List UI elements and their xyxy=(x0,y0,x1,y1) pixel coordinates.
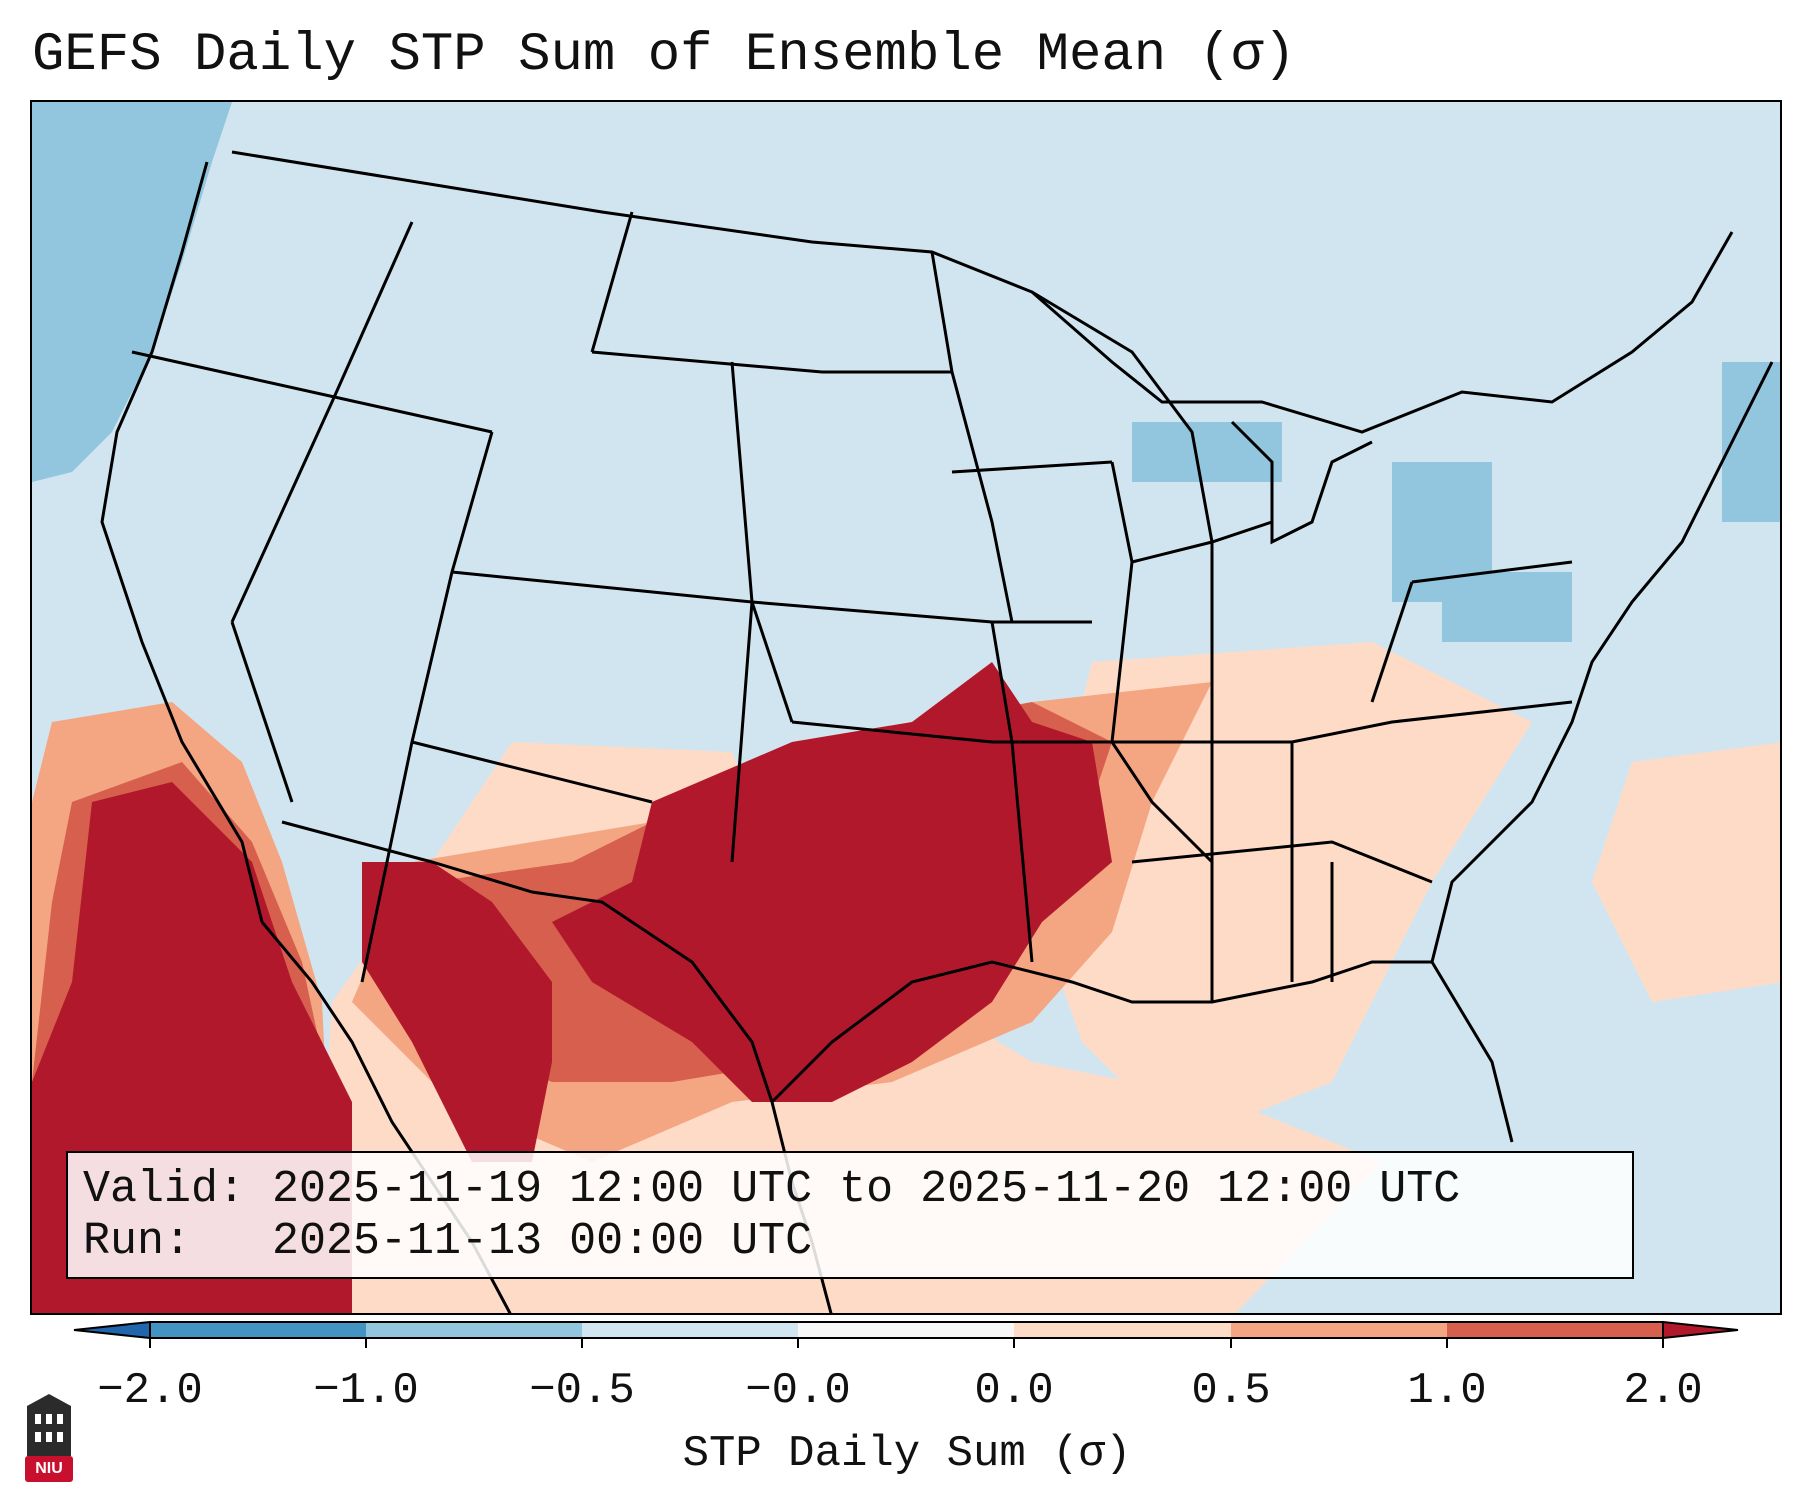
colorbar-tick-marks xyxy=(150,1338,1663,1348)
tick-label: 0.0 xyxy=(974,1366,1053,1416)
colorbar xyxy=(0,0,1803,1506)
colorbar-bin-7 xyxy=(1447,1322,1663,1338)
niu-logo-text: NIU xyxy=(21,1460,77,1478)
colorbar-bin-4 xyxy=(798,1322,1014,1338)
colorbar-over-extension xyxy=(1663,1322,1738,1338)
tick-label: −2.0 xyxy=(97,1366,203,1416)
tick-label: −0.0 xyxy=(745,1366,851,1416)
niu-logo: NIU xyxy=(21,1392,77,1484)
colorbar-under-extension xyxy=(74,1322,150,1338)
tick-label: 2.0 xyxy=(1623,1366,1702,1416)
colorbar-bin-1 xyxy=(150,1322,366,1338)
colorbar-label: STP Daily Sum (σ) xyxy=(683,1427,1132,1481)
tick-label: 1.0 xyxy=(1407,1366,1486,1416)
colorbar-bin-5 xyxy=(1014,1322,1231,1338)
colorbar-bin-3 xyxy=(582,1322,798,1338)
colorbar-bin-2 xyxy=(366,1322,582,1338)
tick-label: −1.0 xyxy=(313,1366,419,1416)
tick-label: −0.5 xyxy=(529,1366,635,1416)
colorbar-bin-6 xyxy=(1231,1322,1447,1338)
tick-label: 0.5 xyxy=(1191,1366,1270,1416)
